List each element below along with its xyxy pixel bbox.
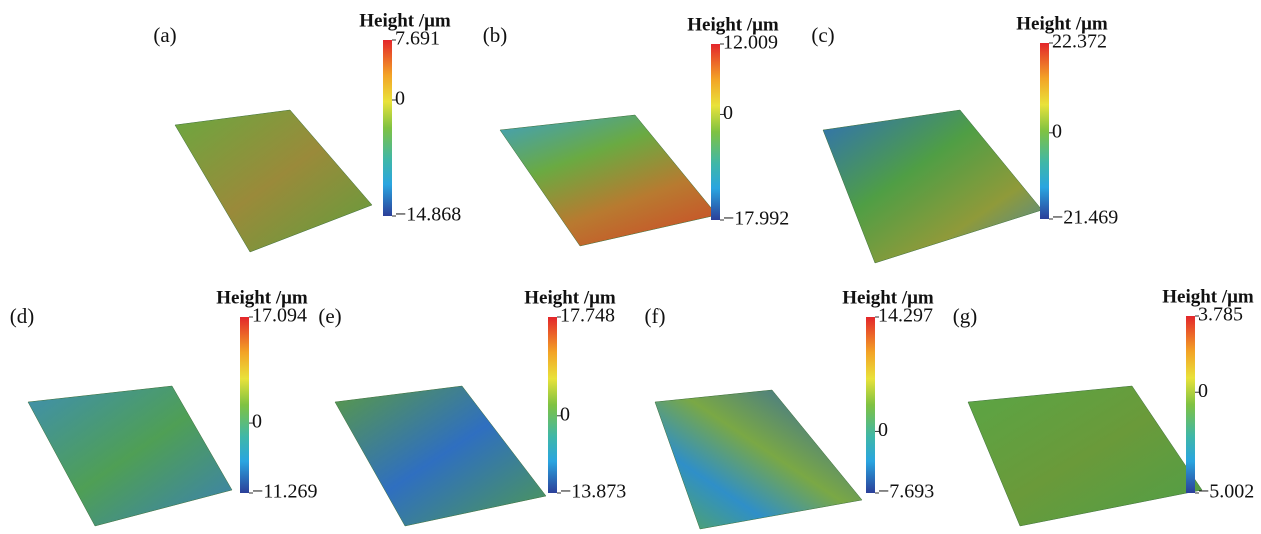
colorbar-tick-label: 17.748	[560, 305, 615, 327]
surface-render	[823, 110, 1042, 263]
panel-label: (b)	[483, 23, 508, 47]
panel-label: (d)	[10, 304, 35, 328]
colorbar-tick-label: −11.269	[252, 481, 318, 503]
colorbar-tick-label: −21.469	[1052, 207, 1118, 229]
surface-render	[968, 386, 1202, 526]
colorbar-tick-label: 17.094	[252, 305, 307, 327]
colorbar-tick-label: 22.372	[1052, 31, 1107, 53]
surface-render	[655, 390, 862, 529]
panel-label: (a)	[153, 23, 176, 47]
colorbar-tick-label: 0	[723, 102, 733, 124]
colorbar-tick-label: 0	[395, 88, 405, 110]
colorbar	[711, 44, 720, 220]
colorbar-tick-label: −17.992	[723, 208, 789, 230]
surface-render	[500, 115, 717, 246]
colorbar-tick-label: 0	[1052, 120, 1062, 142]
colorbar	[1040, 43, 1049, 219]
colorbar	[548, 317, 557, 493]
colorbar	[866, 317, 875, 493]
colorbar-tick-label: 0	[252, 411, 262, 433]
colorbar	[383, 40, 392, 216]
colorbar-tick-label: −5.002	[1198, 481, 1254, 503]
colorbar-tick-label: 12.009	[723, 32, 778, 54]
colorbar-tick-label: 3.785	[1198, 304, 1243, 326]
panel-label: (c)	[811, 23, 834, 47]
colorbar	[240, 317, 249, 493]
colorbar-tick-label: 14.297	[878, 305, 933, 327]
colorbar-tick-label: −14.868	[395, 204, 461, 226]
figure: (a)Height /μm7.6910−14.868(b)Height /μm1…	[0, 0, 1261, 534]
colorbar-tick-label: 0	[1198, 380, 1208, 402]
colorbar-tick-label: −7.693	[878, 481, 934, 503]
colorbar-tick-label: 0	[560, 403, 570, 425]
colorbar	[1186, 316, 1195, 493]
panel-label: (f)	[645, 304, 666, 328]
panel-label: (e)	[318, 304, 341, 328]
colorbar-tick-label: 0	[878, 419, 888, 441]
colorbar-tick-label: 7.691	[395, 28, 440, 50]
panel-label: (g)	[953, 304, 978, 328]
surface-render	[175, 110, 372, 252]
surface-render	[28, 386, 232, 526]
colorbar-tick-label: −13.873	[560, 481, 626, 503]
surface-render	[335, 386, 546, 526]
